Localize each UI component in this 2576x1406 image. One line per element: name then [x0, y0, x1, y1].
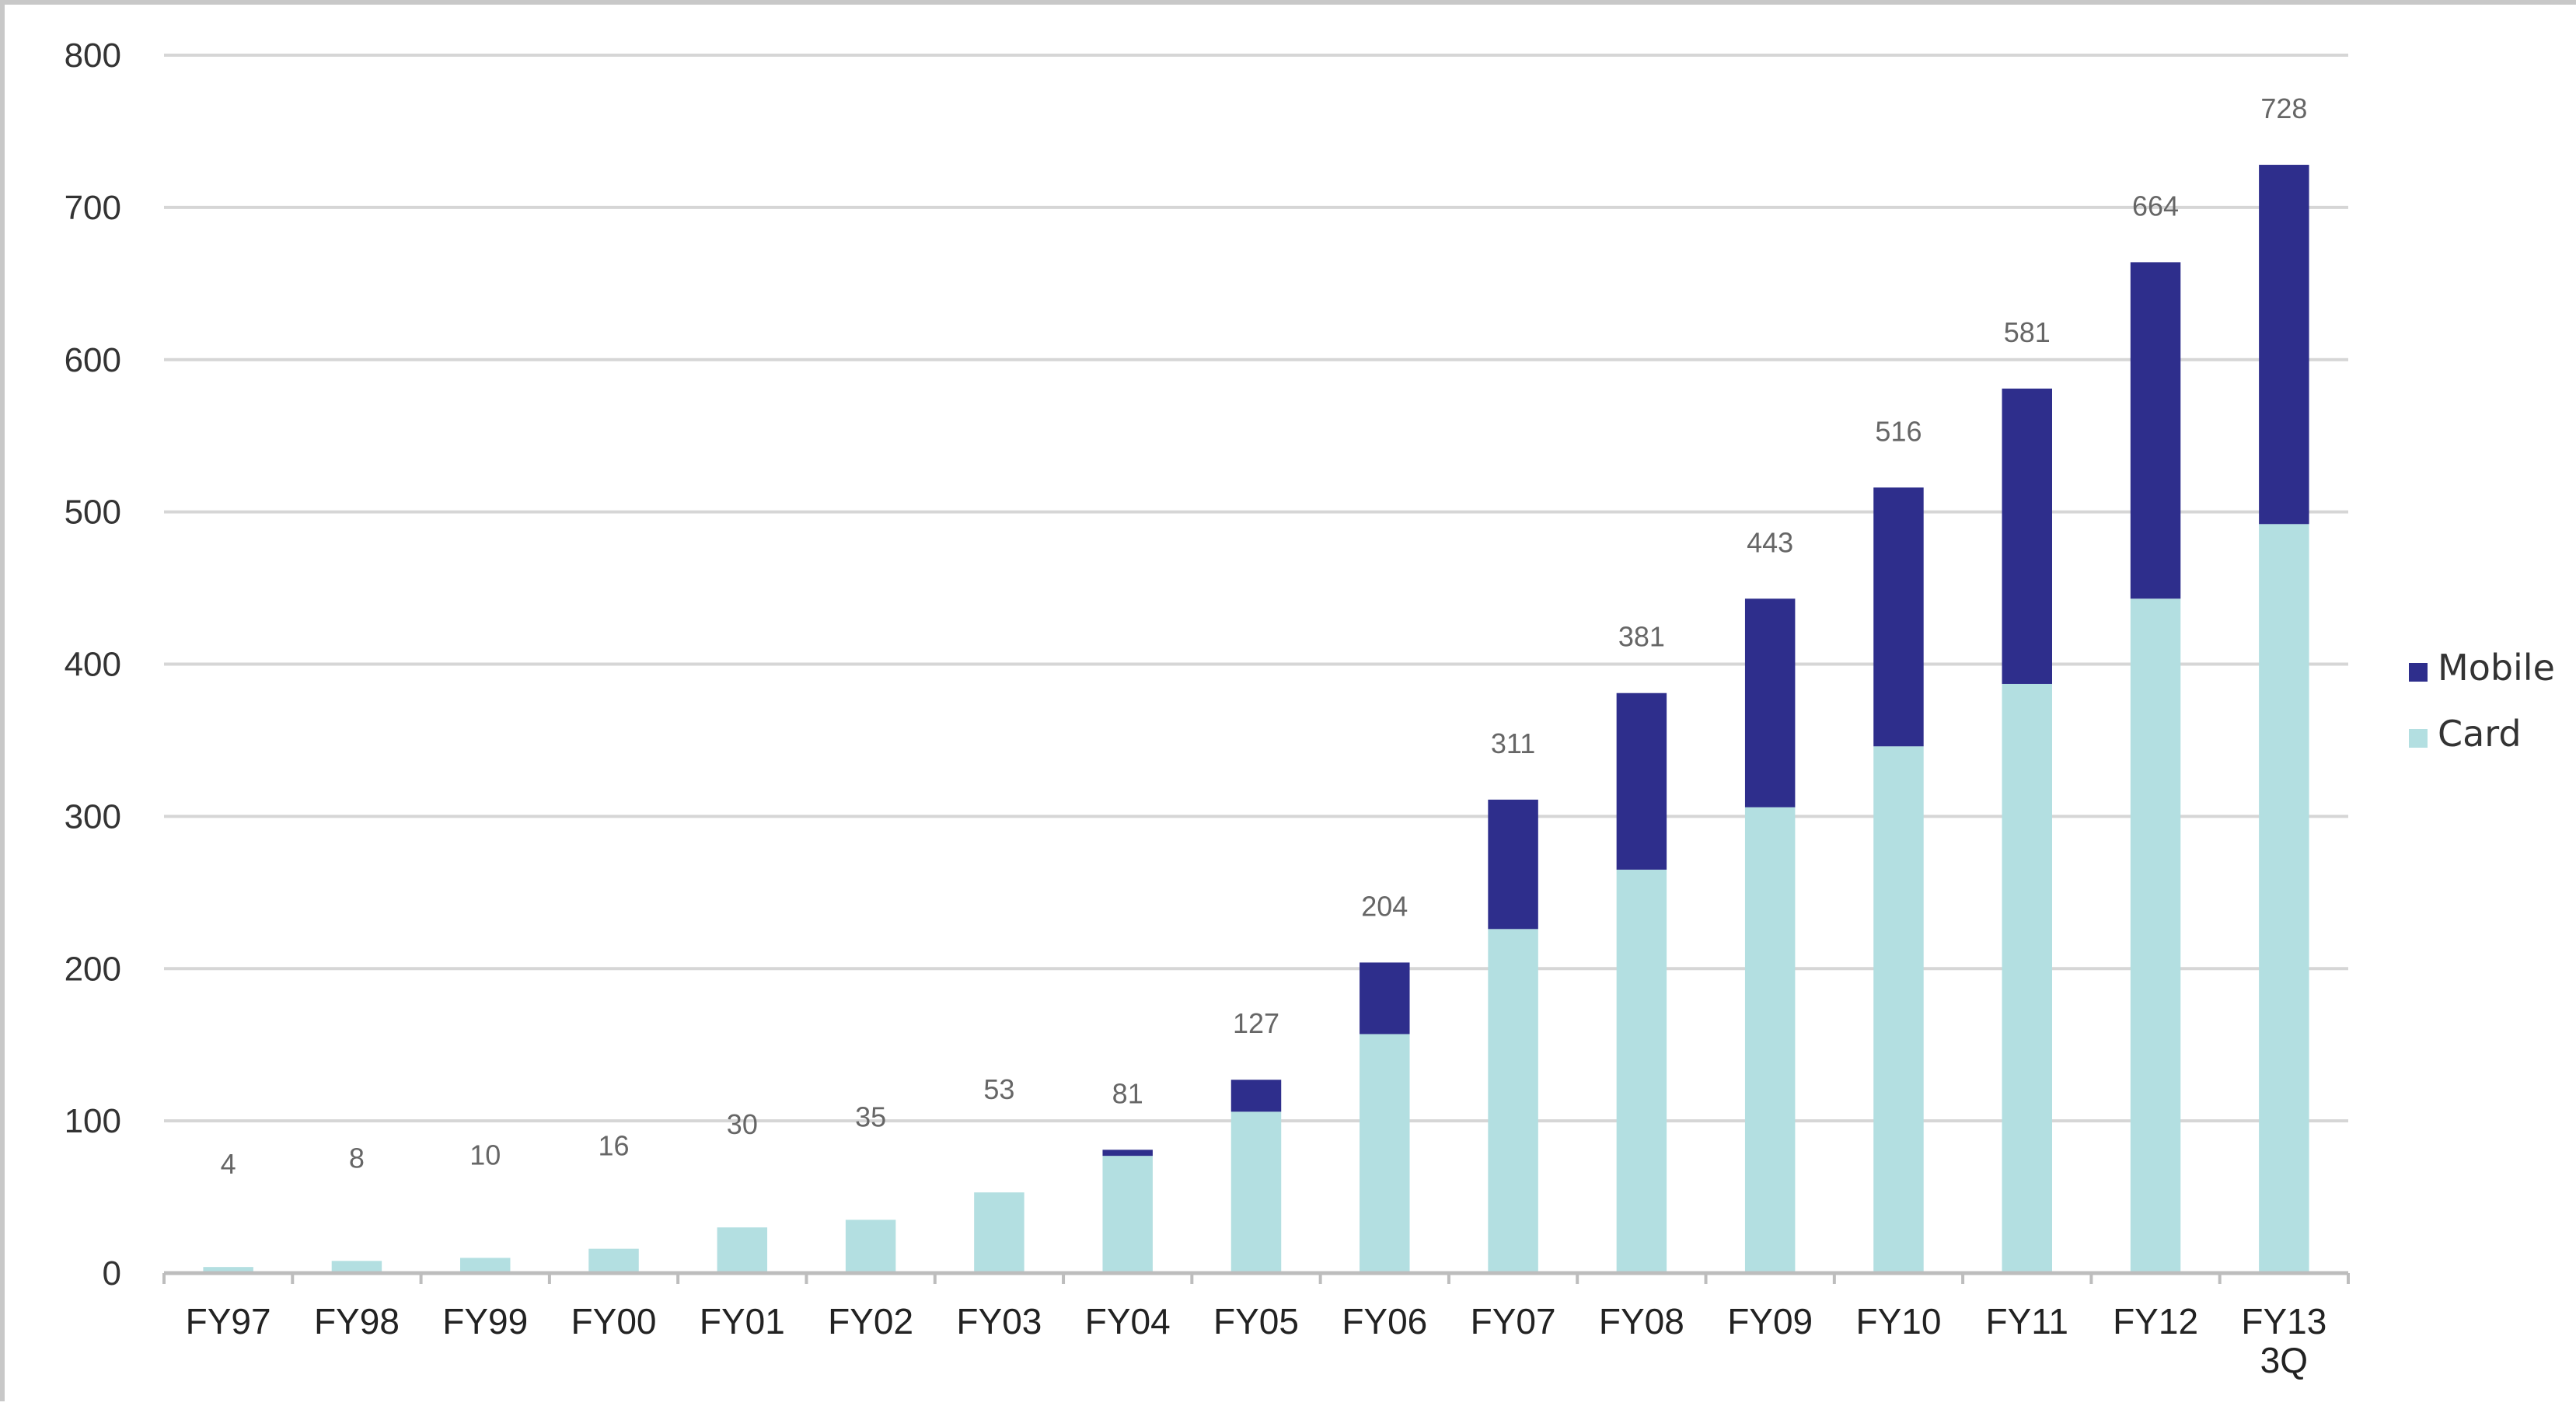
bar-card-fy01: [717, 1227, 768, 1273]
total-label: 16: [599, 1130, 630, 1162]
bar-card-fy97: [203, 1267, 253, 1273]
x-tick-label: FY09: [1727, 1301, 1813, 1341]
total-label: 8: [349, 1142, 365, 1174]
total-labels: 4 8 10 16 30 35 53 81 127 204 311 381 443 516 581 664 72…: [221, 92, 2308, 1180]
bar-mobile-fy10: [1873, 487, 1924, 747]
total-label: 127: [1233, 1007, 1279, 1039]
bar-mobile-fy04: [1102, 1150, 1153, 1157]
total-label: 10: [469, 1139, 501, 1171]
bar-mobile-fy08: [1616, 693, 1667, 870]
y-tick-label: 200: [65, 950, 121, 988]
bar-card-fy02: [845, 1219, 896, 1273]
bar-card-fy07: [1488, 929, 1538, 1273]
x-tick-label: FY97: [186, 1301, 271, 1341]
bar-mobile-fy05: [1230, 1080, 1282, 1112]
bar-card-fy06: [1360, 1034, 1410, 1273]
x-tick-label: FY98: [314, 1301, 400, 1341]
y-tick-label: 500: [65, 494, 121, 532]
total-label: 381: [1618, 621, 1665, 653]
x-tick-label: FY99: [442, 1301, 528, 1341]
x-tick-label: FY11: [1985, 1301, 2068, 1341]
x-tick-label: FY04: [1085, 1301, 1171, 1341]
x-tick-label: FY06: [1342, 1301, 1427, 1341]
x-tick-label: 3Q: [2260, 1340, 2308, 1380]
bar-mobile-fy13: [2259, 165, 2309, 525]
x-tick-label: FY12: [2113, 1301, 2198, 1341]
bar-card-fy13: [2259, 524, 2309, 1273]
legend: Mobile Card: [2409, 647, 2555, 755]
y-tick-label: 0: [103, 1254, 121, 1293]
bar-card-fy98: [331, 1261, 382, 1273]
legend-label-mobile: Mobile: [2438, 647, 2555, 689]
total-label: 443: [1747, 526, 1793, 558]
bar-card-fy99: [460, 1258, 511, 1273]
total-label: 81: [1112, 1077, 1143, 1109]
total-label: 204: [1361, 890, 1408, 922]
y-tick-label: 400: [65, 646, 121, 684]
bar-card-fy04: [1102, 1156, 1153, 1273]
x-axis-ticks: FY97 FY98 FY99 FY00 FY01 FY02 FY03 FY04 FY05 FY06…: [186, 1301, 2327, 1380]
bar-card-fy11: [2002, 683, 2052, 1273]
x-tick-label: FY05: [1213, 1301, 1299, 1341]
total-label: 581: [2004, 316, 2051, 348]
legend-swatch-mobile: [2409, 663, 2428, 682]
x-tick-label: FY08: [1599, 1301, 1684, 1341]
bar-mobile-fy12: [2130, 262, 2181, 599]
y-tick-label: 100: [65, 1102, 121, 1140]
total-label: 35: [855, 1101, 886, 1132]
bar-card-fy00: [588, 1248, 639, 1273]
total-label: 516: [1875, 415, 1922, 447]
total-label: 664: [2132, 190, 2179, 222]
gridlines: [164, 54, 2348, 1275]
bars: [203, 165, 2309, 1273]
bar-card-fy12: [2130, 598, 2181, 1273]
x-tick-label: FY10: [1855, 1301, 1941, 1341]
x-tick-label: FY02: [828, 1301, 913, 1341]
x-tick-label: FY07: [1471, 1301, 1556, 1341]
y-tick-label: 800: [65, 37, 121, 75]
x-axis: [162, 1271, 2350, 1284]
bar-card-fy03: [974, 1192, 1024, 1273]
y-axis-ticks: 0 100 200 300 400 500 600 700 800: [65, 37, 121, 1293]
x-tick-label: FY13: [2241, 1301, 2326, 1341]
total-label: 728: [2260, 92, 2307, 124]
bar-mobile-fy07: [1488, 799, 1538, 930]
bar-mobile-fy11: [2002, 388, 2052, 684]
bar-card-fy08: [1616, 869, 1667, 1273]
legend-label-card: Card: [2438, 713, 2522, 755]
x-tick-label: FY01: [700, 1301, 785, 1341]
x-tick-label: FY03: [956, 1301, 1042, 1341]
bar-card-fy10: [1873, 746, 1924, 1273]
bar-card-fy09: [1744, 807, 1796, 1273]
legend-swatch-card: [2409, 729, 2428, 748]
total-label: 311: [1491, 727, 1535, 759]
y-tick-label: 300: [65, 797, 121, 836]
total-label: 53: [983, 1073, 1014, 1105]
bar-mobile-fy06: [1360, 962, 1410, 1034]
total-label: 30: [727, 1108, 758, 1140]
total-label: 4: [221, 1148, 236, 1180]
x-tick-label: FY00: [571, 1301, 657, 1341]
y-tick-label: 600: [65, 341, 121, 379]
y-tick-label: 700: [65, 189, 121, 227]
bar-card-fy05: [1230, 1111, 1282, 1273]
bar-mobile-fy09: [1744, 598, 1796, 808]
